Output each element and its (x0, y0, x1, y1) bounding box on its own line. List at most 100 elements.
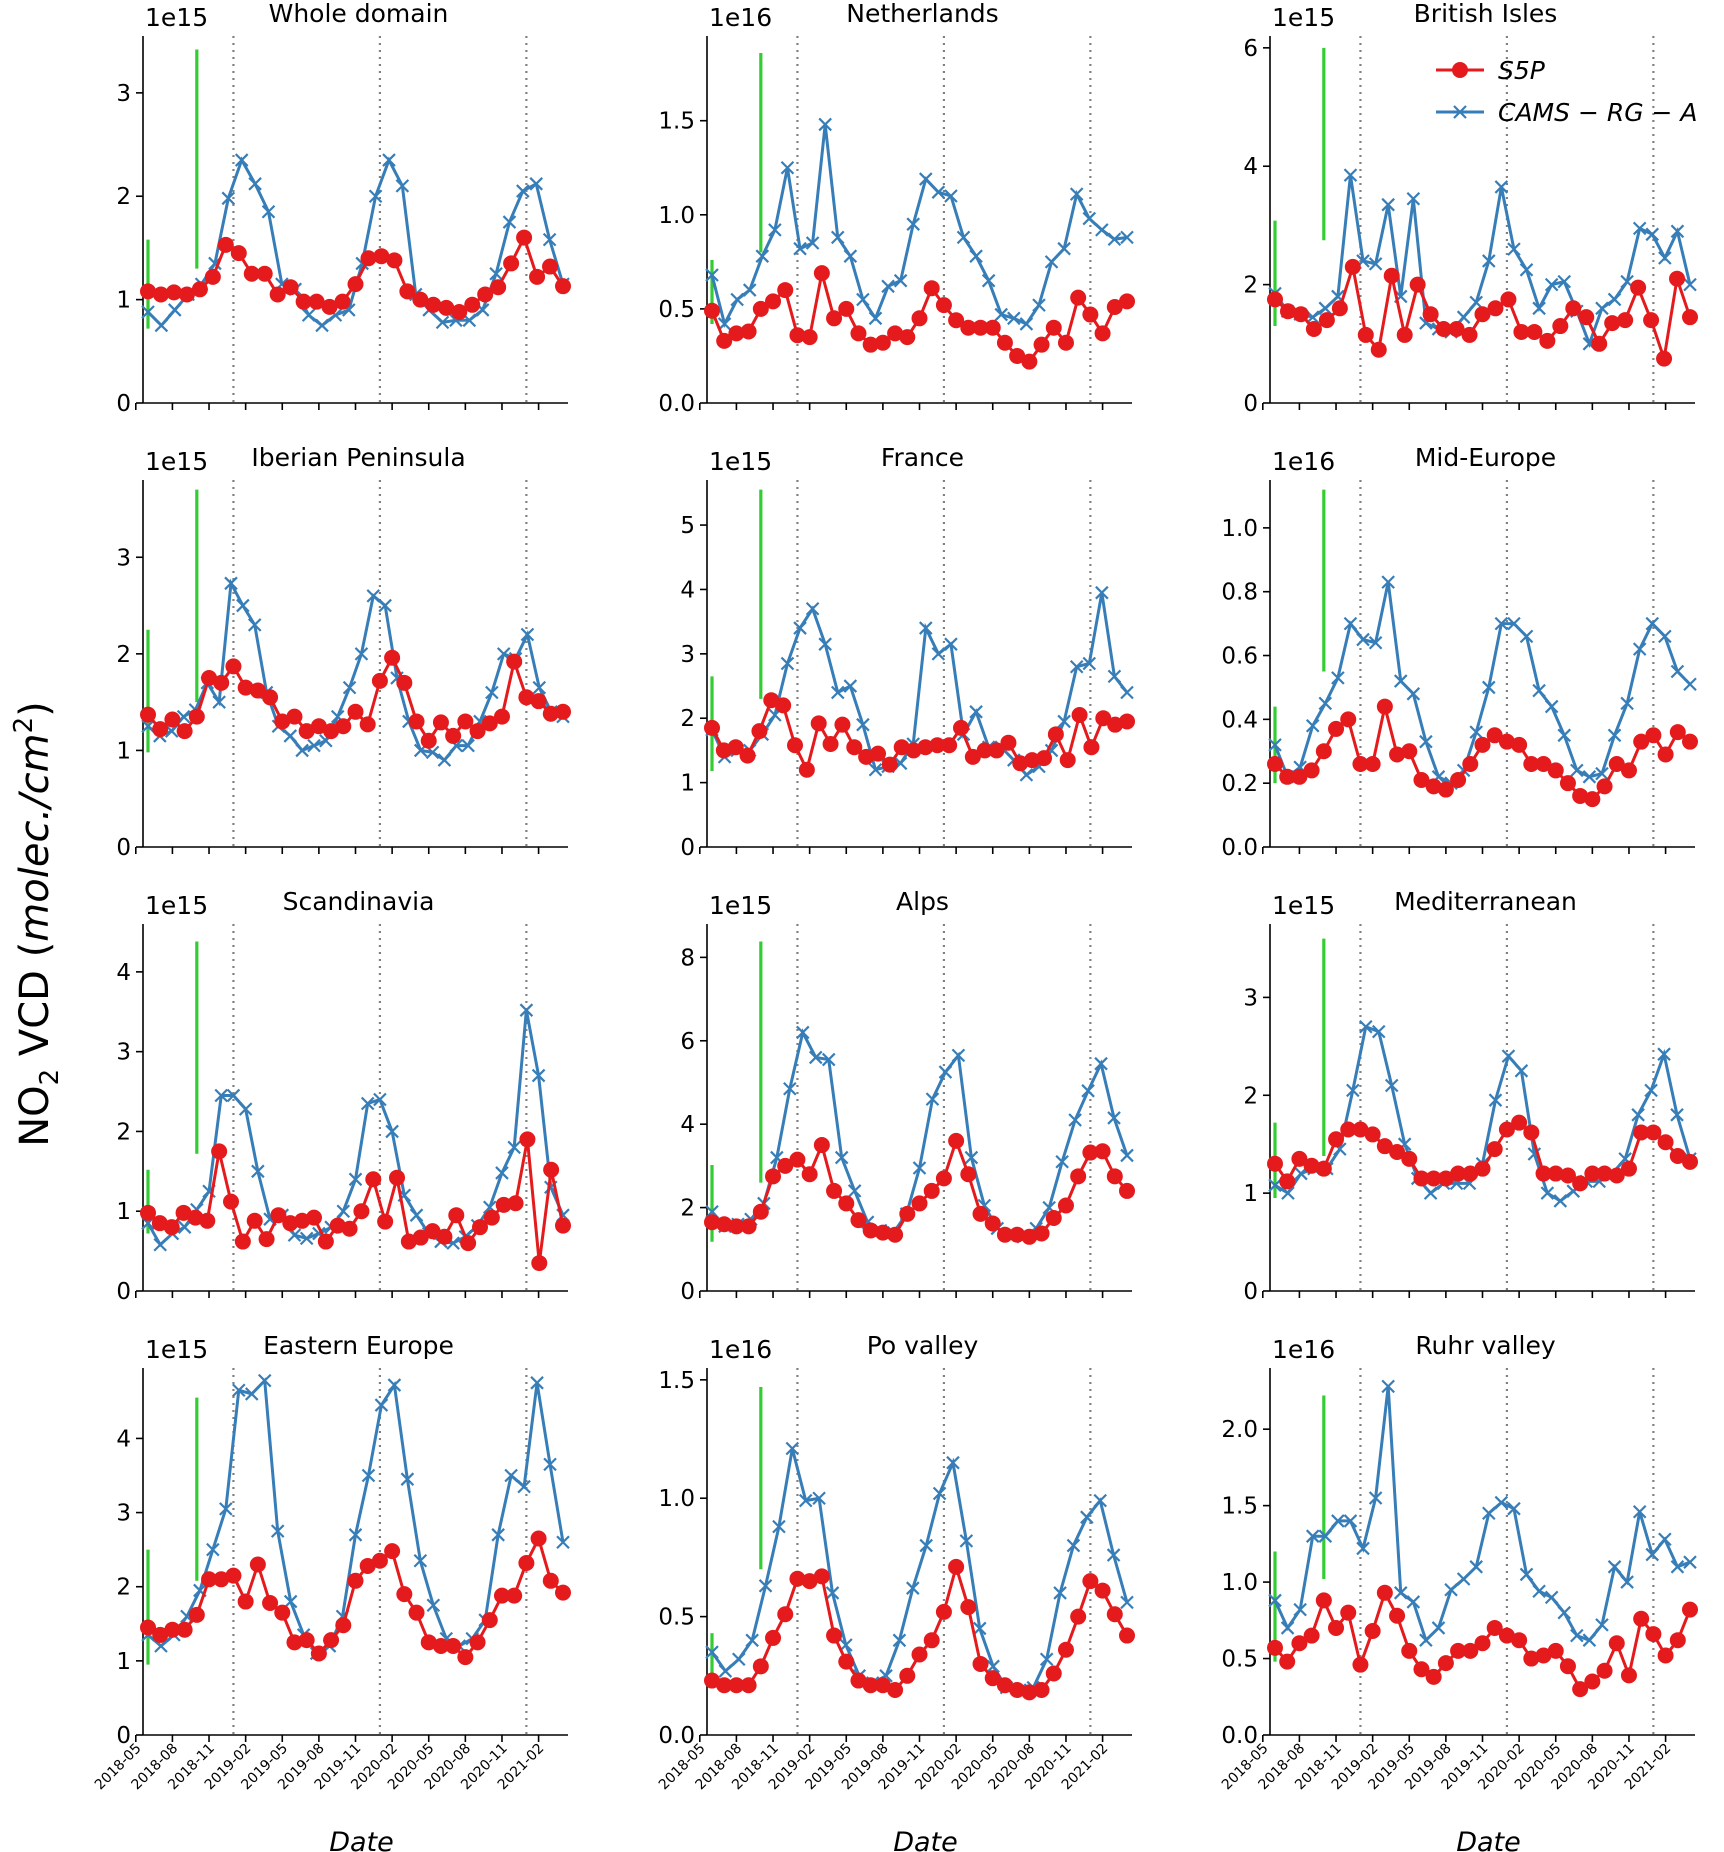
ylabel-middle: VCD ( (12, 942, 58, 1069)
cams-point (1318, 1529, 1333, 1543)
cams-line (147, 1377, 565, 1656)
s5p-point (1279, 1653, 1296, 1670)
y-tick-label: 1 (680, 771, 695, 797)
s5p-point (1009, 1226, 1026, 1243)
s5p-point (704, 1214, 720, 1231)
cams-point (221, 191, 236, 206)
s5p-point (810, 715, 827, 732)
cams-point (1095, 223, 1109, 237)
s5p-point (1021, 1684, 1038, 1701)
cams-point (785, 1441, 800, 1456)
cams-point (373, 1092, 387, 1107)
s5p-point (948, 1558, 965, 1575)
cams-point (834, 1150, 849, 1165)
cams-point (520, 627, 535, 642)
cams-point (919, 172, 933, 186)
s5p-point (1376, 1584, 1393, 1601)
s5p-point (286, 708, 303, 725)
cams-point (1658, 251, 1672, 265)
cams-point (1343, 616, 1358, 631)
cams-point (1039, 1652, 1054, 1667)
y-tick-label: 6 (1243, 36, 1258, 62)
cams-point (969, 705, 983, 719)
cams-point (236, 598, 250, 613)
cams-point (812, 1491, 826, 1506)
s5p-point (152, 286, 169, 303)
cams-point (731, 1652, 746, 1667)
cams-point (1532, 301, 1546, 316)
s5p-point (984, 319, 1001, 336)
s5p-point (335, 1617, 352, 1634)
cams-point (1093, 1493, 1108, 1508)
cams-point (153, 1237, 167, 1252)
s5p-point (1033, 1682, 1050, 1699)
s5p-point (140, 706, 156, 723)
cams-line (146, 156, 565, 328)
cams-point (516, 184, 530, 198)
y-axis-label: NO2 VCD (molec./cm2) (9, 701, 65, 1147)
y-multiplier: 1e15 (1272, 3, 1335, 32)
cams-point (1532, 683, 1546, 698)
s5p-point (716, 1216, 733, 1233)
cams-point (1066, 1538, 1081, 1553)
y-tick-label: 1.5 (1221, 1494, 1258, 1520)
s5p-point (1009, 1682, 1026, 1699)
s5p-point (976, 742, 993, 759)
s5p-point (1596, 1165, 1613, 1182)
cams-point (1482, 254, 1496, 268)
s5p-point (1620, 1667, 1637, 1684)
s5p-point (984, 1215, 1001, 1232)
s5p-point (1376, 1138, 1393, 1155)
cams-point (1406, 1595, 1421, 1609)
s5p-point (542, 705, 559, 722)
cams-point (1393, 1586, 1408, 1600)
cams-point (336, 1204, 351, 1218)
cams-point (387, 1378, 402, 1392)
s5p-point (1584, 1673, 1601, 1690)
cams-point (400, 1472, 415, 1486)
s5p-point (262, 689, 279, 706)
cams-point (718, 1664, 733, 1678)
s5p-point (274, 713, 291, 730)
cams-point (1683, 677, 1697, 692)
s5p-point (1526, 323, 1543, 340)
cams-point (705, 1645, 719, 1659)
s5p-point (1364, 1126, 1381, 1143)
cams-line (1273, 174, 1692, 349)
s5p-point (1094, 325, 1111, 342)
s5p-point (1645, 1626, 1662, 1643)
s5p-point (469, 1634, 486, 1651)
cams-point (1368, 257, 1383, 271)
s5p-point (359, 1557, 376, 1574)
cams-point (906, 217, 920, 231)
s5p-point (1106, 1606, 1123, 1623)
cams-point (805, 601, 820, 616)
cams-point (1053, 1586, 1067, 1600)
cams-point (1406, 192, 1421, 206)
y-multiplier: 1e15 (709, 447, 772, 476)
cams-point (348, 1528, 363, 1542)
cams-point (1632, 1504, 1647, 1519)
s5p-point (377, 1213, 394, 1230)
s5p-point (1106, 1168, 1123, 1185)
s5p-point (1303, 1157, 1320, 1174)
cams-point (1532, 1584, 1546, 1599)
cams-point (532, 680, 547, 695)
cams-point (1094, 1056, 1108, 1071)
s5p-point (1572, 1681, 1589, 1698)
s5p-point (1413, 1170, 1430, 1187)
cams-point (1494, 180, 1509, 194)
cams-point (395, 179, 410, 193)
cams-point (435, 315, 450, 330)
s5p-point (1448, 321, 1465, 338)
s5p-point (237, 679, 254, 696)
s5p-point (1059, 752, 1076, 769)
s5p-point (1584, 1165, 1601, 1182)
cams-point (1482, 680, 1496, 695)
cams-point (1519, 1567, 1534, 1582)
panel-title: Eastern Europe (263, 1331, 454, 1360)
cams-point (299, 1231, 314, 1246)
s5p-point (188, 708, 205, 725)
s5p-point (188, 1606, 205, 1623)
